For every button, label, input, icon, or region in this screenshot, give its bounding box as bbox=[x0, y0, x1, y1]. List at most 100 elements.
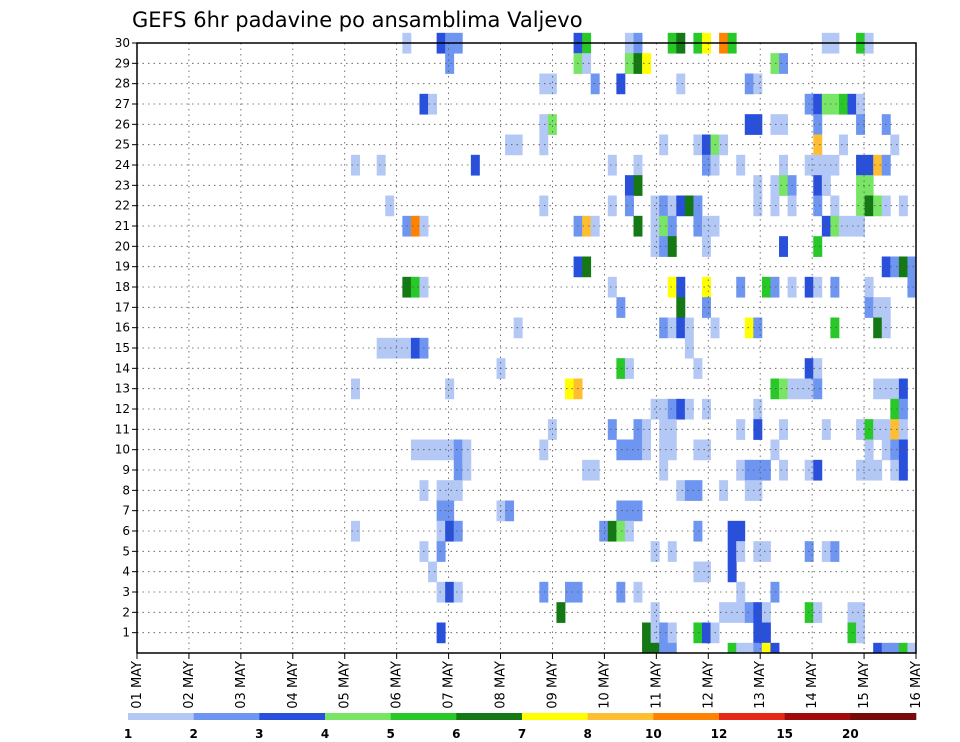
y-tick-label: 4 bbox=[122, 565, 130, 579]
heatmap-cell bbox=[813, 602, 823, 623]
heatmap-cell bbox=[761, 602, 771, 623]
x-tick-label: 06 MAY bbox=[390, 661, 405, 709]
heatmap-cell bbox=[659, 215, 669, 237]
heatmap-cell bbox=[770, 175, 780, 196]
heatmap-cell bbox=[659, 622, 669, 644]
heatmap-cell bbox=[701, 134, 711, 156]
heatmap-cell bbox=[736, 419, 746, 440]
heatmap-cell bbox=[830, 276, 840, 298]
colorbar-label: 7 bbox=[518, 727, 526, 741]
heatmap-cell bbox=[565, 378, 574, 400]
heatmap-cell bbox=[796, 378, 806, 400]
heatmap-cell bbox=[873, 378, 883, 400]
heatmap-cell bbox=[642, 419, 652, 440]
heatmap-cell bbox=[873, 317, 883, 339]
heatmap-cell bbox=[607, 195, 617, 217]
heatmap-cell bbox=[873, 419, 883, 440]
colorbar-swatch bbox=[850, 713, 917, 720]
heatmap-cell bbox=[667, 642, 677, 654]
heatmap-cell bbox=[838, 93, 848, 115]
heatmap-cell bbox=[659, 398, 669, 420]
y-tick-label: 9 bbox=[122, 463, 130, 477]
x-tick-label: 15 MAY bbox=[857, 661, 872, 709]
heatmap-cell bbox=[453, 439, 463, 461]
heatmap-cell bbox=[667, 236, 677, 257]
colorbar-label: 15 bbox=[776, 727, 793, 741]
heatmap-cell bbox=[719, 480, 729, 501]
heatmap-cell bbox=[616, 500, 626, 522]
y-tick-label: 17 bbox=[115, 300, 130, 314]
heatmap-cell bbox=[667, 622, 677, 644]
heatmap-cell bbox=[856, 93, 866, 115]
heatmap-cell bbox=[753, 175, 763, 196]
heatmap-cell bbox=[907, 642, 917, 654]
colorbar-swatch bbox=[653, 713, 720, 720]
heatmap-cell bbox=[376, 154, 386, 176]
heatmap-cell bbox=[693, 358, 703, 379]
heatmap-cell bbox=[701, 297, 711, 318]
heatmap-cell bbox=[470, 154, 480, 176]
heatmap-cell bbox=[684, 317, 694, 339]
y-tick-label: 13 bbox=[115, 382, 130, 396]
heatmap-cell bbox=[436, 541, 446, 562]
heatmap-cell bbox=[881, 642, 891, 654]
heatmap-cell bbox=[753, 419, 763, 440]
y-tick-label: 18 bbox=[115, 280, 130, 294]
colorbar-label: 2 bbox=[189, 727, 197, 741]
x-tick-label: 03 MAY bbox=[234, 661, 249, 709]
heatmap-cell bbox=[436, 581, 446, 603]
heatmap-cell bbox=[667, 541, 677, 562]
colorbar-label: 10 bbox=[645, 727, 662, 741]
heatmap-cell bbox=[624, 53, 634, 74]
x-tick-label: 10 MAY bbox=[597, 661, 612, 709]
heatmap-cell bbox=[753, 480, 763, 501]
heatmap-cell bbox=[898, 398, 908, 420]
heatmap-cell bbox=[616, 520, 626, 542]
heatmap-cell bbox=[753, 602, 763, 623]
y-tick-label: 11 bbox=[115, 422, 130, 436]
colorbar-label: 3 bbox=[255, 727, 263, 741]
heatmap-cell bbox=[761, 622, 771, 644]
heatmap-cell bbox=[684, 480, 694, 501]
heatmap-cell bbox=[856, 419, 866, 440]
colorbar-swatch bbox=[193, 713, 260, 720]
heatmap-cell bbox=[445, 581, 455, 603]
heatmap-cell bbox=[410, 215, 420, 237]
heatmap-cell bbox=[590, 73, 600, 95]
heatmap-cell bbox=[779, 459, 788, 481]
heatmap-cell bbox=[898, 439, 908, 461]
heatmap-cell bbox=[547, 419, 557, 440]
y-tick-label: 28 bbox=[115, 77, 130, 91]
x-tick-label: 04 MAY bbox=[286, 661, 301, 709]
heatmap-cell bbox=[753, 541, 763, 562]
heatmap-cell bbox=[667, 439, 677, 461]
heatmap-cell bbox=[821, 541, 831, 562]
heatmap-cell bbox=[701, 439, 711, 461]
heatmap-cell bbox=[736, 276, 746, 298]
y-tick-label: 30 bbox=[115, 36, 130, 50]
heatmap-cell bbox=[779, 175, 788, 196]
colorbar-swatch bbox=[587, 713, 654, 720]
y-tick-label: 12 bbox=[115, 402, 130, 416]
colorbar-swatch bbox=[522, 713, 588, 720]
heatmap-cell bbox=[676, 317, 686, 339]
x-tick-label: 11 MAY bbox=[649, 661, 664, 709]
heatmap-cell bbox=[676, 297, 686, 318]
heatmap-cell bbox=[436, 520, 446, 542]
heatmap-cell bbox=[770, 53, 780, 74]
heatmap-cell bbox=[770, 378, 780, 400]
heatmap-cell bbox=[898, 419, 908, 440]
heatmap-cell bbox=[898, 378, 908, 400]
heatmap-cell bbox=[813, 114, 823, 135]
x-tick-label: 08 MAY bbox=[494, 661, 509, 709]
heatmap-cell bbox=[539, 195, 549, 217]
y-tick-label: 14 bbox=[115, 361, 130, 375]
colorbar-label: 20 bbox=[842, 727, 859, 741]
y-tick-label: 3 bbox=[122, 585, 130, 599]
heatmap-cell bbox=[744, 480, 754, 501]
heatmap-cell bbox=[701, 276, 711, 298]
heatmap-cell bbox=[547, 73, 557, 95]
heatmap-cell bbox=[453, 480, 463, 501]
heatmap-cell bbox=[667, 398, 677, 420]
